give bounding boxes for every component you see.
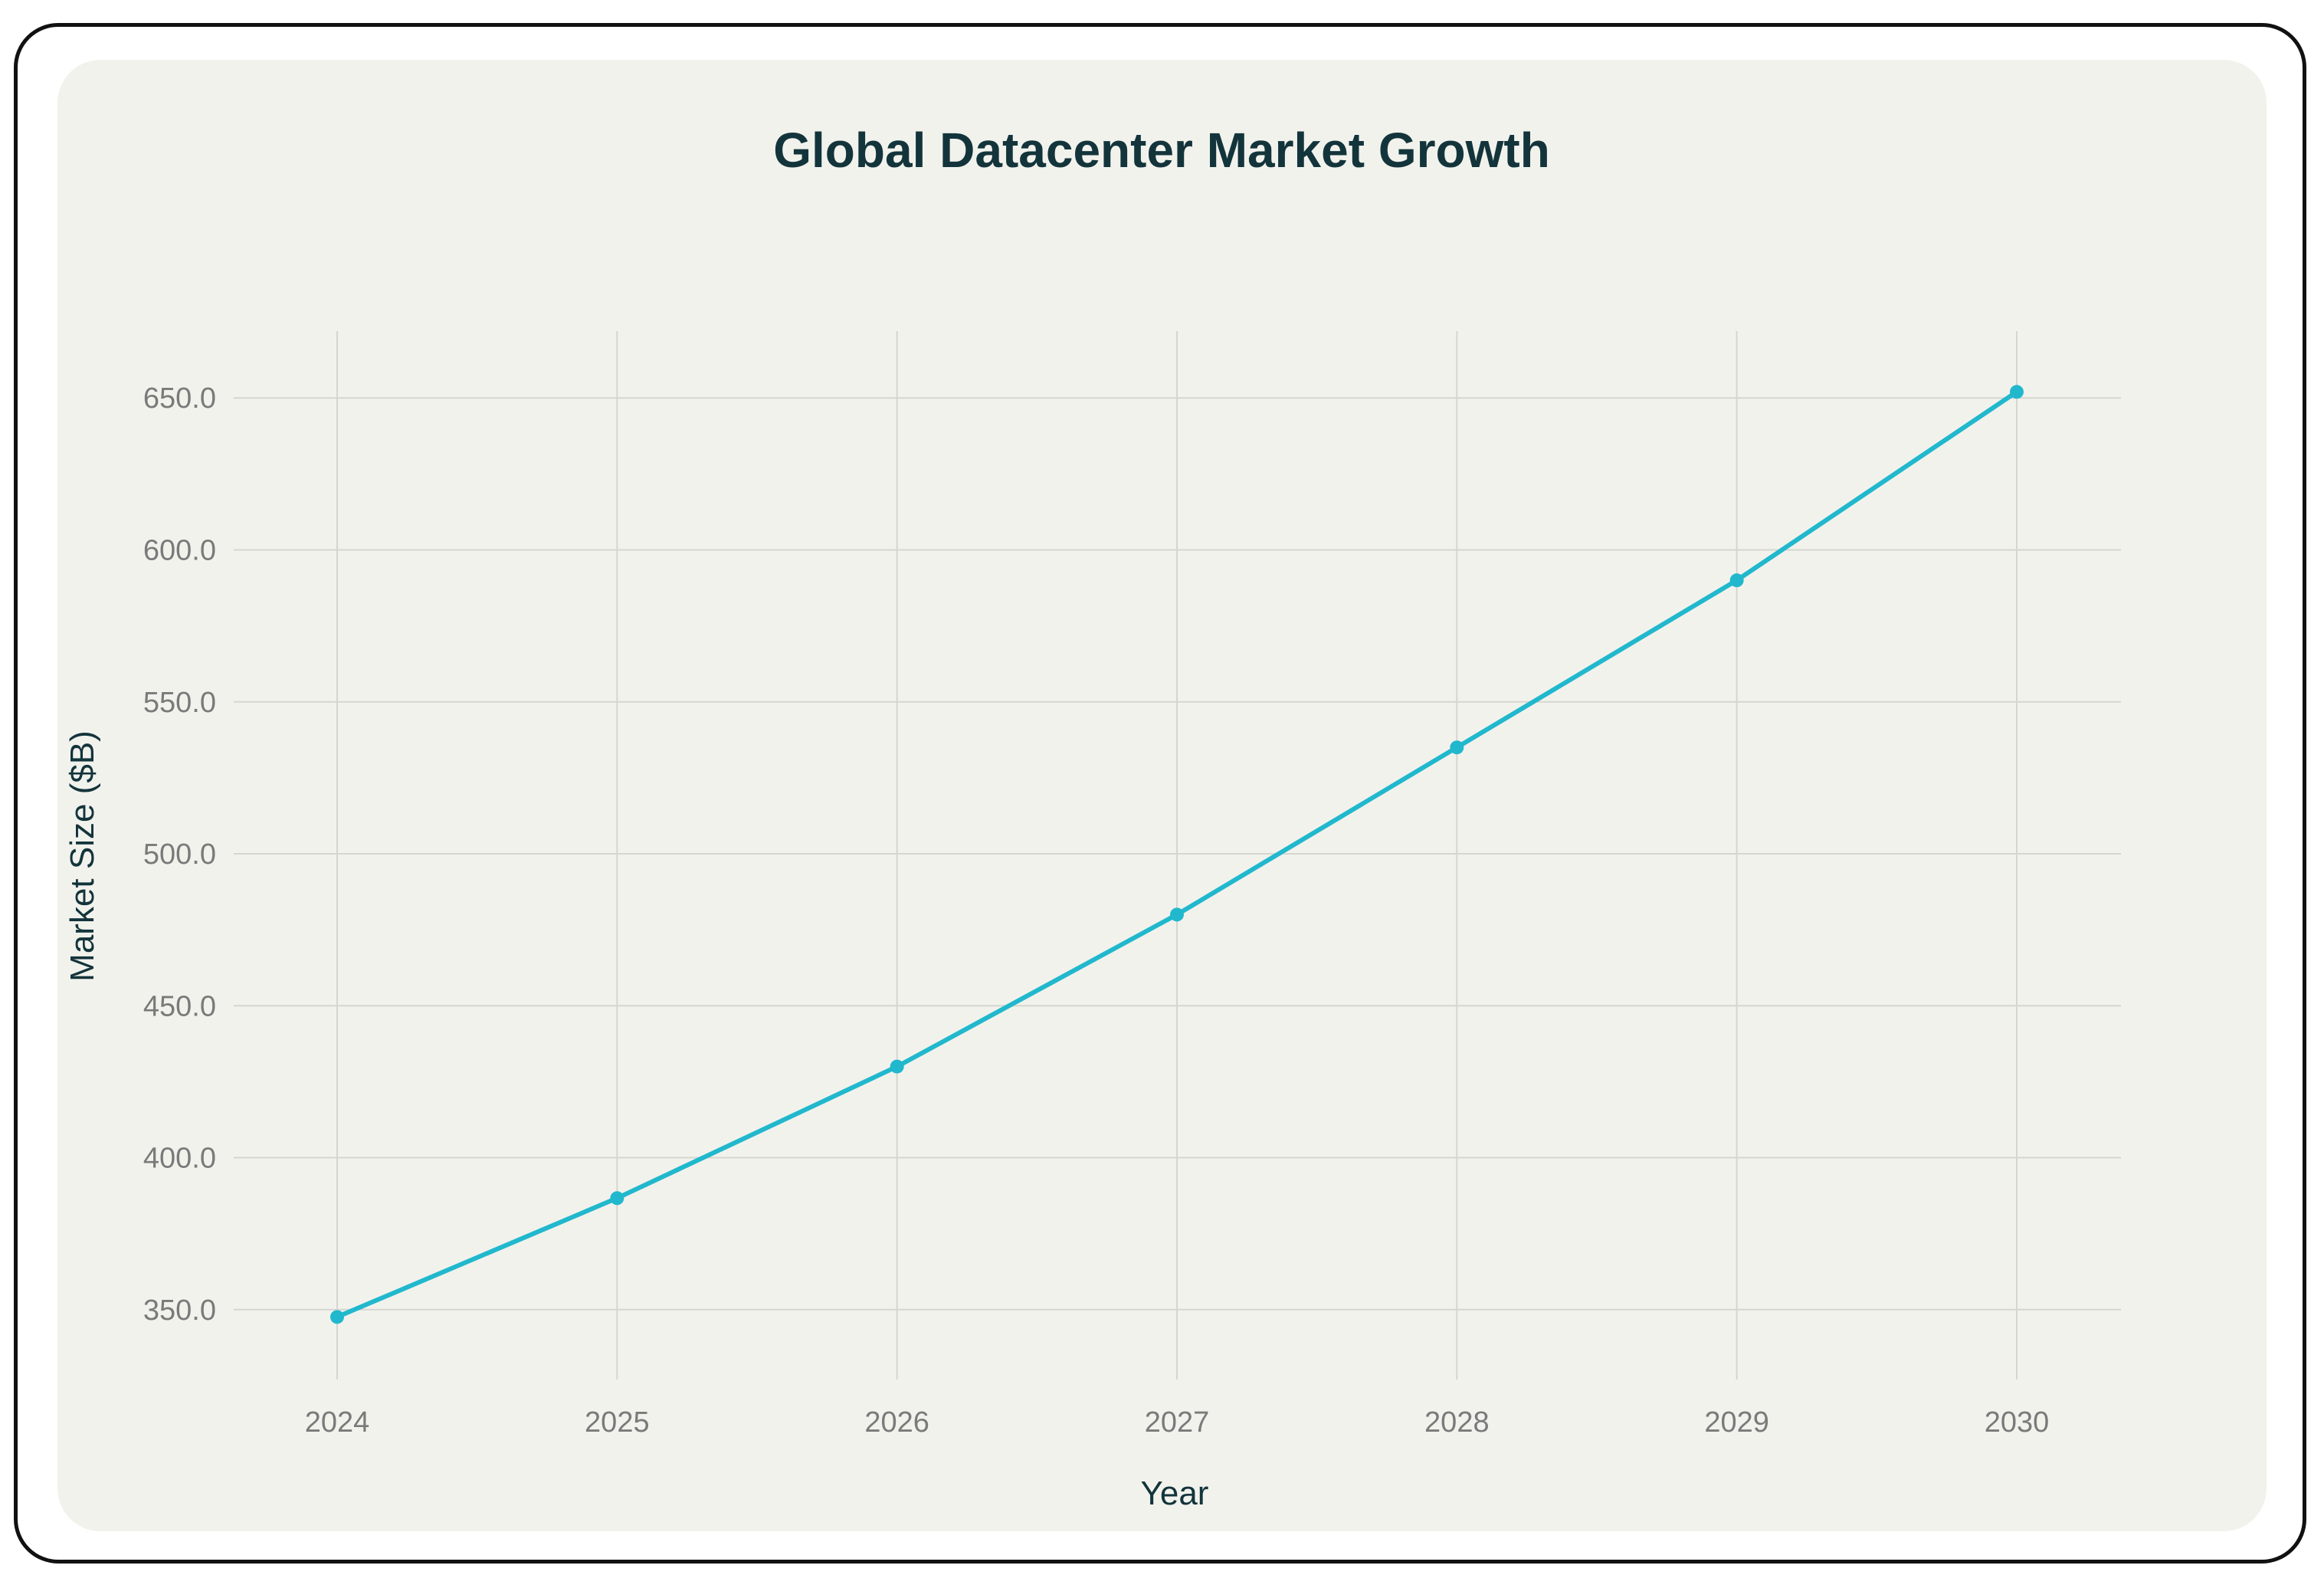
y-gridlines [234,397,2121,1311]
x-tick-label: 2025 [585,1406,650,1439]
data-point [330,1310,344,1324]
y-tick-label: 450.0 [143,990,216,1022]
y-axis-label: Market Size ($B) [64,730,101,982]
x-tick-label: 2026 [864,1406,929,1439]
data-point [2010,385,2024,399]
data-point [890,1059,904,1074]
data-point [1729,573,1744,588]
x-tick-label: 2029 [1704,1406,1769,1439]
x-axis-label: Year [1141,1475,1209,1512]
y-tick-label: 500.0 [143,838,216,871]
x-tick-labels: 2024 2025 2026 2027 2028 2029 2030 [305,1406,2050,1439]
y-tick-label: 400.0 [143,1143,216,1175]
y-tick-labels: 350.0 400.0 450.0 500.0 550.0 600.0 650.0 [143,382,216,1327]
x-gridlines [336,331,2018,1380]
chart-title: Global Datacenter Market Growth [773,123,1550,178]
data-point [1170,907,1184,922]
x-tick-label: 2024 [305,1406,370,1439]
data-point [1450,740,1464,755]
x-tick-label: 2030 [1985,1406,2050,1439]
x-tick-label: 2028 [1424,1406,1490,1439]
data-point [610,1191,624,1206]
chart-panel [57,60,2267,1531]
y-tick-label: 550.0 [143,687,216,719]
y-tick-label: 600.0 [143,534,216,566]
y-tick-label: 350.0 [143,1294,216,1327]
data-point-markers [330,385,2024,1324]
y-tick-label: 650.0 [143,382,216,415]
x-tick-label: 2027 [1145,1406,1210,1439]
